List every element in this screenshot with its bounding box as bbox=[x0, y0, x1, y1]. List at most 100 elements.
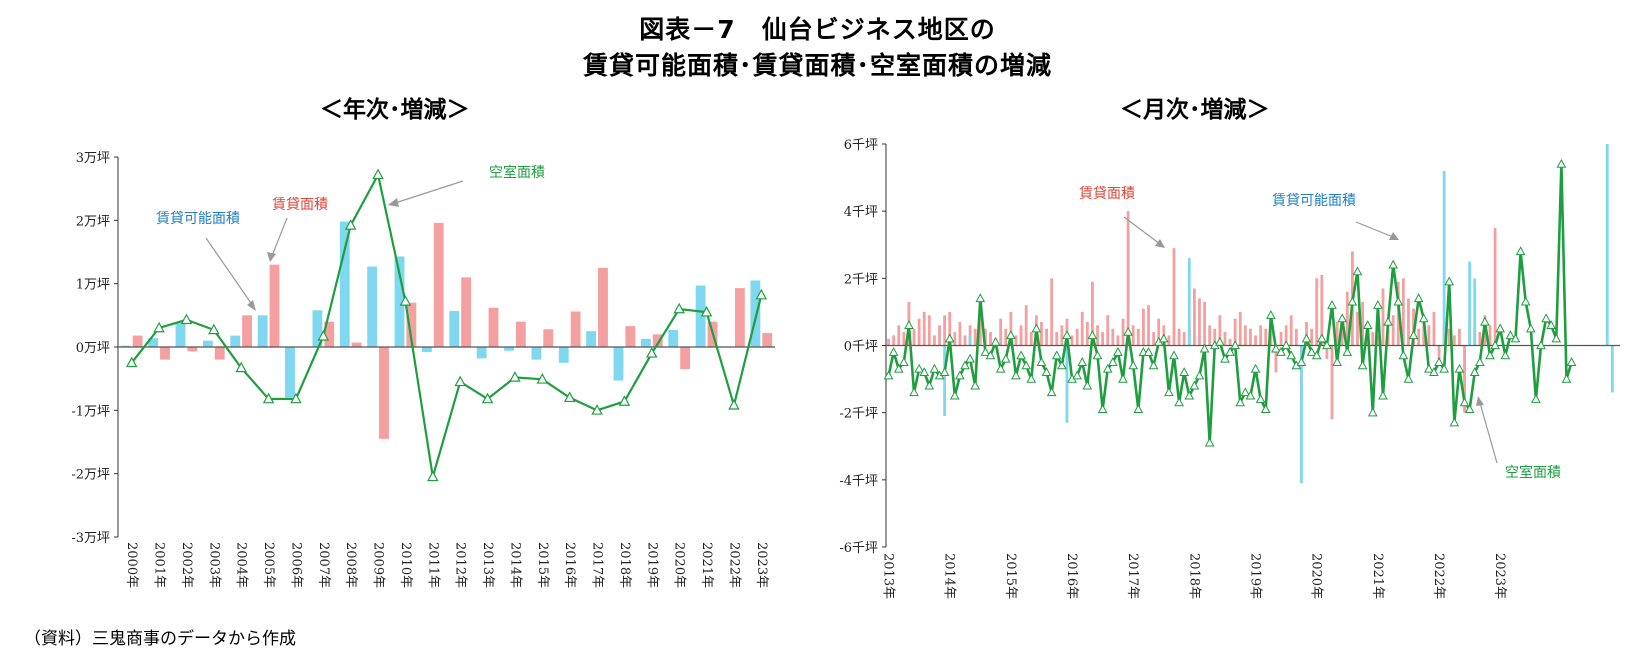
y-tick-label: -3万坪 bbox=[71, 531, 110, 546]
leased-area-bar bbox=[132, 335, 143, 347]
vacant-area-marker bbox=[919, 367, 930, 377]
leased-area-bar bbox=[1101, 332, 1105, 346]
available-area-bar bbox=[449, 310, 460, 347]
vacant-area-marker bbox=[1418, 313, 1429, 323]
y-tick-label: -4千坪 bbox=[839, 474, 878, 489]
annotation-arrowhead bbox=[1476, 396, 1484, 406]
vacant-area-marker bbox=[1474, 357, 1485, 366]
vacant-area-marker bbox=[1367, 407, 1378, 417]
available-area-bar bbox=[1065, 345, 1069, 423]
leased-area-bar bbox=[1432, 311, 1436, 346]
annotation-arrow bbox=[1479, 402, 1498, 464]
leased-area-bar bbox=[351, 342, 362, 347]
available-area-bar bbox=[668, 329, 679, 347]
vacant-area-marker bbox=[924, 380, 935, 390]
y-tick-label: 4千坪 bbox=[844, 205, 878, 220]
vacant-area-marker bbox=[235, 361, 247, 373]
available-area-bar bbox=[257, 315, 268, 347]
leased-area-bar bbox=[1315, 278, 1319, 346]
x-tick-label: 2020年 bbox=[672, 542, 687, 588]
vacant-area-marker bbox=[1551, 333, 1562, 343]
annotation-arrowhead bbox=[388, 198, 399, 207]
x-tick-label: 2003年 bbox=[206, 542, 221, 588]
annotation-arrowhead bbox=[1389, 232, 1399, 240]
leased-area-bar bbox=[1264, 328, 1268, 346]
x-tick-label: 2019年 bbox=[1248, 553, 1263, 599]
available-area-bar bbox=[476, 347, 487, 359]
available-area-bar bbox=[531, 347, 542, 360]
vacant-area-marker bbox=[1000, 353, 1011, 363]
vacant-area-marker bbox=[1566, 357, 1577, 366]
vacant-area-marker bbox=[975, 293, 986, 303]
leased-area-bar bbox=[1136, 328, 1140, 346]
leased-area-bar bbox=[461, 277, 472, 347]
leased-area-bar bbox=[734, 288, 745, 347]
x-tick-label: 2016年 bbox=[562, 542, 577, 588]
vacant-area-marker bbox=[1194, 370, 1205, 380]
leased-area-bar bbox=[1167, 335, 1171, 346]
vacant-area-marker bbox=[1164, 387, 1174, 397]
vacant-area-marker bbox=[1113, 346, 1123, 356]
vacant-area-marker bbox=[960, 360, 970, 370]
leased-area-bar bbox=[1040, 321, 1043, 346]
x-tick-label: 2021年 bbox=[699, 542, 714, 588]
x-tick-label: 2019年 bbox=[644, 542, 659, 588]
vacant-area-marker bbox=[1347, 296, 1358, 306]
available-area-bar bbox=[148, 338, 159, 347]
vacant-area-marker bbox=[618, 395, 631, 406]
vacant-area-marker bbox=[1169, 350, 1179, 360]
leased-area-bar bbox=[1121, 318, 1125, 346]
leased-area-bar bbox=[897, 325, 901, 346]
vacant-area-marker bbox=[1413, 293, 1424, 303]
vacant-area-marker bbox=[1118, 373, 1128, 383]
vacant-area-marker bbox=[1281, 340, 1291, 350]
available-area-bar bbox=[202, 340, 213, 347]
annotation-available-area: 賃貸可能面積 bbox=[156, 211, 240, 227]
leased-area-bar bbox=[943, 315, 947, 346]
available-area-bar bbox=[120, 345, 131, 347]
leased-area-bar bbox=[1356, 311, 1359, 346]
x-tick-label: 2015年 bbox=[1003, 553, 1018, 599]
available-area-bar bbox=[968, 335, 972, 346]
vacant-area-marker bbox=[1480, 316, 1490, 326]
leased-area-bar bbox=[1091, 281, 1094, 346]
x-tick-label: 2013年 bbox=[881, 553, 896, 599]
leased-area-bar bbox=[762, 333, 773, 347]
y-tick-label: 3万坪 bbox=[76, 151, 110, 166]
vacant-area-marker bbox=[1179, 367, 1190, 377]
vacant-area-marker bbox=[1046, 387, 1057, 397]
leased-area-bar bbox=[1310, 328, 1314, 346]
leased-area-bar bbox=[917, 318, 921, 346]
available-area-bar bbox=[504, 347, 514, 351]
available-area-bar bbox=[339, 221, 350, 347]
vacant-area-marker bbox=[755, 288, 768, 300]
vacant-area-line bbox=[130, 171, 763, 478]
x-tick-label: 2005年 bbox=[261, 542, 276, 588]
leased-area-bar bbox=[1182, 332, 1186, 346]
vacant-area-marker bbox=[1245, 390, 1256, 400]
available-area-bar bbox=[1187, 258, 1191, 346]
leased-area-bar bbox=[1142, 308, 1145, 346]
vacant-area-marker bbox=[1439, 363, 1449, 373]
leased-area-bar bbox=[1177, 328, 1181, 346]
leased-area-bar bbox=[958, 321, 962, 346]
x-tick-label: 2002年 bbox=[179, 542, 194, 588]
vacant-area-marker bbox=[1225, 346, 1235, 356]
annotation-leased-area: 賃貸面積 bbox=[272, 197, 328, 213]
vacant-area-marker bbox=[1561, 373, 1572, 383]
x-tick-label: 2018年 bbox=[1186, 553, 1201, 599]
vacant-area-marker bbox=[1378, 390, 1388, 400]
leased-area-bar bbox=[938, 325, 941, 346]
vacant-area-marker bbox=[893, 363, 904, 373]
x-tick-label: 2000年 bbox=[124, 542, 139, 588]
leased-area-bar bbox=[1371, 332, 1375, 346]
vacant-area-marker bbox=[1204, 437, 1215, 447]
available-area-bar bbox=[586, 331, 597, 347]
available-area-bar bbox=[1442, 170, 1446, 346]
annotation-arrowhead bbox=[247, 300, 256, 311]
leased-area-bar bbox=[989, 332, 992, 346]
leased-area-bar bbox=[1233, 318, 1237, 346]
vacant-area-marker bbox=[536, 373, 549, 384]
leased-area-bar bbox=[1198, 298, 1201, 346]
